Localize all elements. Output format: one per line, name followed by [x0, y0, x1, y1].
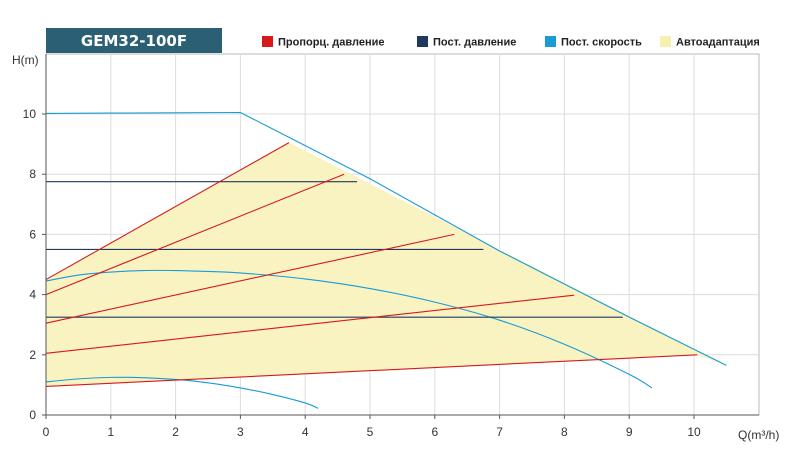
y-tick-label-5: 10: [23, 107, 37, 121]
y-tick-label-0: 0: [29, 408, 36, 422]
series-line-9: [45, 294, 575, 354]
x-tick-label-3: 3: [237, 425, 244, 439]
x-axis-label: Q(m³/h): [738, 428, 779, 442]
legend-swatch-0: [262, 36, 273, 47]
legend-swatch-1: [417, 36, 428, 47]
series-line-6: [45, 142, 290, 281]
axes: 0 1 2 3 4 5 6 7 8 9 10 0 2 4 6 8 10: [23, 54, 759, 439]
series-line-2: [45, 376, 319, 409]
legend-label-0: Пропорц. давление: [278, 37, 385, 49]
x-tick-label-8: 8: [561, 425, 568, 439]
x-tick-label-7: 7: [496, 425, 503, 439]
x-tick-label-0: 0: [43, 425, 50, 439]
autoadapt-area-layer: [46, 142, 727, 387]
legend-label-1: Пост. давление: [433, 37, 516, 49]
series-line-8: [45, 233, 455, 324]
chart-title: GEM32-100F: [81, 32, 187, 50]
x-tick-label-1: 1: [107, 425, 114, 439]
x-tick-label-6: 6: [431, 425, 438, 439]
title-box: [46, 28, 222, 53]
legend-label-3: Автоадаптация: [676, 37, 760, 49]
x-tick-label-2: 2: [172, 425, 179, 439]
legend-label-2: Пост. скорость: [561, 37, 642, 49]
legend-swatch-3: [660, 36, 671, 47]
series-line-1: [45, 269, 653, 389]
x-tick-label-10: 10: [687, 425, 701, 439]
y-tick-label-4: 8: [29, 167, 36, 181]
x-tick-label-4: 4: [302, 425, 309, 439]
y-tick-label-1: 2: [29, 348, 36, 362]
autoadapt-area: [46, 142, 727, 387]
x-tick-label-5: 5: [367, 425, 374, 439]
x-tick-label-9: 9: [626, 425, 633, 439]
legend-swatch-2: [545, 36, 556, 47]
series-line-10: [45, 354, 698, 387]
series-line-7: [45, 173, 345, 296]
y-axis-label: H(m): [12, 53, 39, 67]
series-layer: [45, 111, 727, 409]
y-tick-label-2: 4: [29, 288, 36, 302]
legend: Пропорц. давление Пост. давление Пост. ско…: [262, 36, 760, 49]
series-line-0: [45, 111, 727, 366]
y-tick-label-3: 6: [29, 227, 36, 241]
